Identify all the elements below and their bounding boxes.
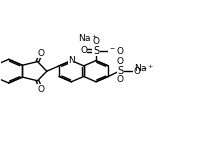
Text: O: O — [117, 75, 124, 84]
Text: $^-$O: $^-$O — [108, 45, 124, 56]
Text: S: S — [93, 45, 99, 56]
Text: O: O — [80, 46, 87, 55]
Text: Na$^+$: Na$^+$ — [78, 32, 98, 44]
Text: O: O — [38, 49, 45, 58]
Text: O: O — [117, 57, 124, 66]
Text: O$^-$: O$^-$ — [133, 65, 148, 76]
Text: S: S — [117, 66, 123, 76]
Text: Na$^+$: Na$^+$ — [134, 62, 154, 74]
Text: O: O — [92, 37, 99, 46]
Text: N: N — [68, 56, 75, 65]
Text: O: O — [38, 85, 45, 94]
